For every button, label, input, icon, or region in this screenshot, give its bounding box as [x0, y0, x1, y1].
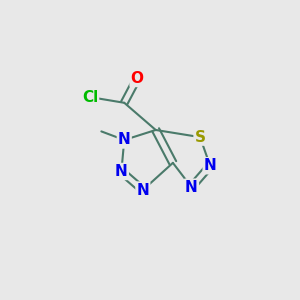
Text: N: N: [204, 158, 217, 173]
Text: S: S: [195, 130, 206, 145]
Text: N: N: [136, 183, 149, 198]
Text: N: N: [115, 164, 128, 179]
Text: N: N: [185, 180, 198, 195]
Text: Cl: Cl: [82, 90, 98, 105]
Text: N: N: [118, 133, 130, 148]
Text: O: O: [130, 71, 144, 86]
